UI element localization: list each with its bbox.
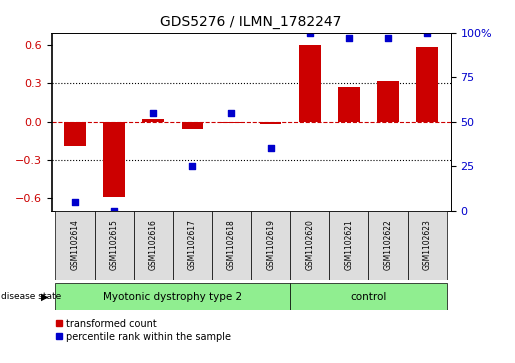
Point [384,35,392,41]
Title: GDS5276 / ILMN_1782247: GDS5276 / ILMN_1782247 [160,15,342,29]
Bar [417,47,438,122]
Point [149,110,158,115]
Bar [407,211,447,280]
Point [188,163,197,169]
Bar [104,122,125,197]
Bar [95,211,134,280]
Legend: transformed count, percentile rank within the sample: transformed count, percentile rank withi… [56,319,231,342]
Point [110,208,118,213]
Text: disease state: disease state [1,292,61,301]
Bar [134,211,173,280]
Point [423,30,431,36]
Bar [143,119,164,122]
Text: control: control [350,292,387,302]
Text: GSM1102623: GSM1102623 [423,220,432,270]
Text: GSM1102617: GSM1102617 [188,220,197,270]
Text: GSM1102619: GSM1102619 [266,220,275,270]
Bar [212,211,251,280]
Point [71,199,79,205]
Point [305,30,314,36]
Bar [290,283,447,310]
Text: Myotonic dystrophy type 2: Myotonic dystrophy type 2 [103,292,243,302]
Point [228,110,236,115]
Text: GSM1102622: GSM1102622 [384,220,392,270]
Point [345,35,353,41]
Text: GSM1102614: GSM1102614 [71,220,79,270]
Point [266,145,274,151]
Bar [221,122,242,123]
Text: GSM1102615: GSM1102615 [110,220,118,270]
Bar [368,211,407,280]
Text: ▶: ▶ [41,292,49,302]
Text: GSM1102620: GSM1102620 [305,220,314,270]
Bar [64,122,85,146]
Bar [260,122,281,124]
Bar [56,211,95,280]
Bar [173,211,212,280]
Text: GSM1102621: GSM1102621 [345,220,353,270]
Bar [329,211,368,280]
Bar [338,87,359,122]
Bar [377,81,399,122]
Bar [299,45,320,122]
Bar [290,211,329,280]
Text: GSM1102616: GSM1102616 [149,220,158,270]
Bar [251,211,290,280]
Bar [182,122,203,129]
Text: GSM1102618: GSM1102618 [227,220,236,270]
Bar [56,283,290,310]
